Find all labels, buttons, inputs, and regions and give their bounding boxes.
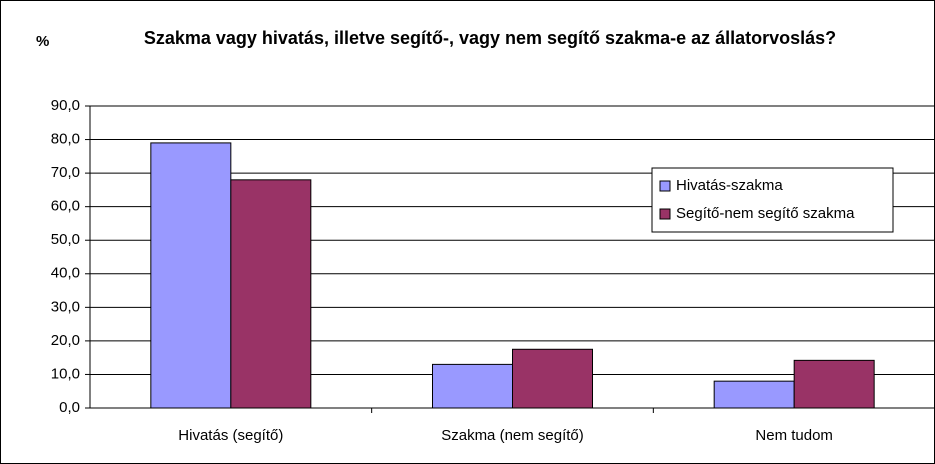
y-tick-label: 20,0 <box>51 332 80 349</box>
bar <box>432 363 513 409</box>
y-tick-label: 50,0 <box>51 231 80 248</box>
bar <box>150 142 232 409</box>
x-tick-label: Hivatás (segítő) <box>178 427 283 444</box>
bar <box>793 359 875 409</box>
bar <box>230 179 312 409</box>
bar <box>713 380 795 409</box>
y-tick-label: 70,0 <box>51 164 80 181</box>
x-tick-label: Nem tudom <box>755 427 833 444</box>
y-tick-label: 90,0 <box>51 97 80 114</box>
legend-label: Hivatás-szakma <box>676 177 783 194</box>
legend-swatch <box>659 180 671 192</box>
y-tick-label: 60,0 <box>51 198 80 215</box>
y-axis-label: % <box>36 33 49 50</box>
legend-box <box>651 167 894 233</box>
y-tick-label: 30,0 <box>51 298 80 315</box>
chart-title: Szakma vagy hivatás, illetve segítő-, va… <box>143 28 837 48</box>
y-tick-label: 40,0 <box>51 265 80 282</box>
y-tick-label: 0,0 <box>59 399 80 416</box>
legend-label: Segítő-nem segítő szakma <box>676 205 855 222</box>
bar <box>512 348 593 409</box>
y-tick-label: 80,0 <box>51 131 80 148</box>
y-tick-label: 10,0 <box>51 365 80 382</box>
legend-swatch <box>659 208 671 220</box>
x-tick-label: Szakma (nem segítő) <box>441 427 584 444</box>
